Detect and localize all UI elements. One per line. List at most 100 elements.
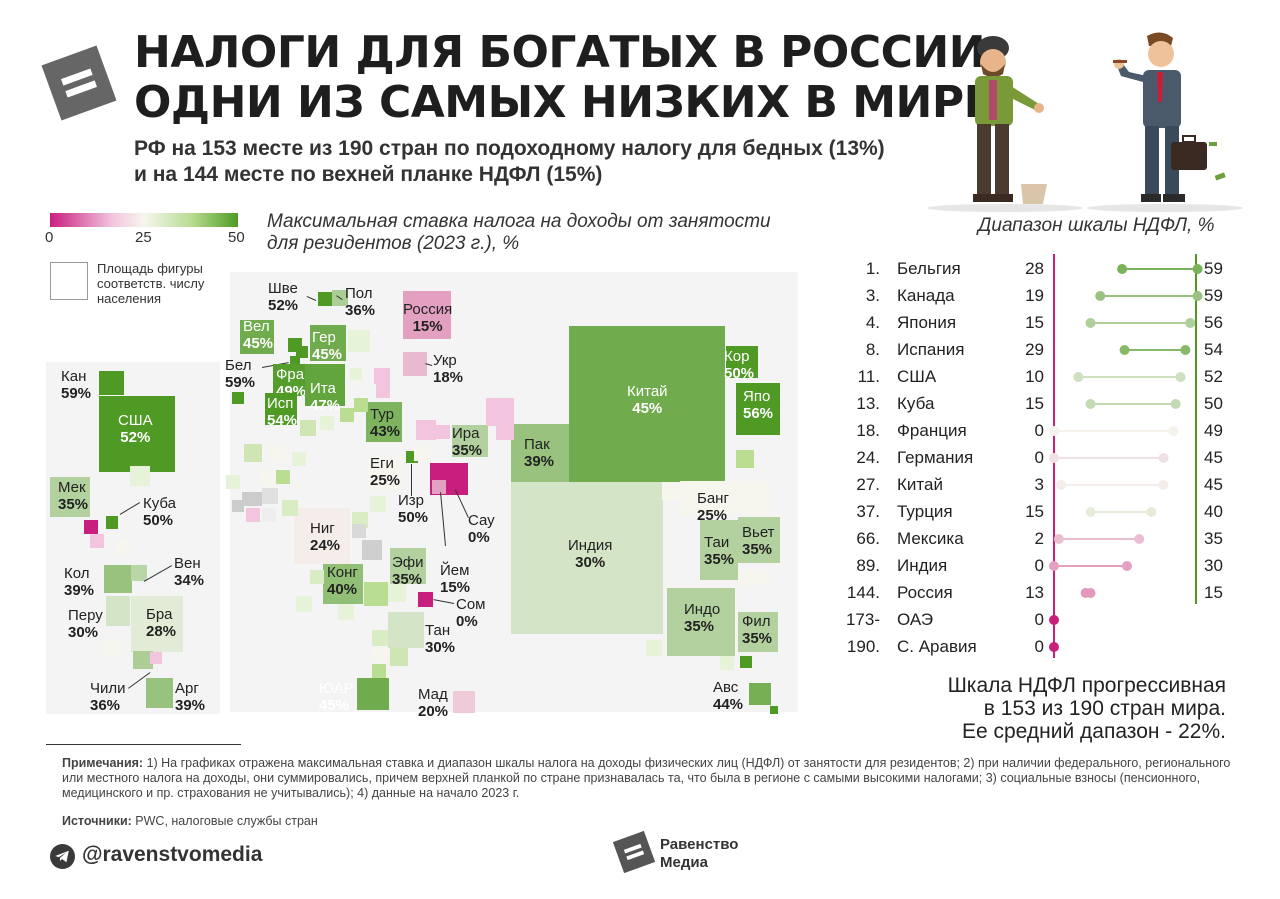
range-min-value: 0	[1034, 448, 1044, 467]
cartogram-rate-value: 59%	[225, 374, 256, 391]
range-rank: 1.	[865, 259, 880, 278]
cartogram-rate-value: 40%	[327, 581, 358, 598]
cartogram-cell	[146, 678, 173, 708]
cartogram-cell-unlabeled	[416, 420, 436, 440]
cartogram-cell-unlabeled	[736, 450, 754, 468]
range-min-value: 2	[1034, 529, 1044, 548]
cartogram-cell	[290, 356, 300, 366]
cartogram-rate-value: 25%	[697, 507, 728, 524]
cartogram-cell-unlabeled	[390, 648, 408, 666]
cartogram-label: Ниг 24%	[310, 520, 340, 554]
cartogram-country-name: Чили	[90, 680, 126, 697]
map-title-line-2: для резидентов (2023 г.), %	[267, 233, 520, 254]
cartogram-rate-value: 45%	[312, 346, 343, 363]
cartogram-country-name: Фра	[276, 366, 305, 383]
range-row: 4. Япония 15 56	[0, 309, 1280, 336]
cartogram-cell-unlabeled	[740, 656, 752, 668]
range-min-value: 15	[1025, 313, 1044, 332]
cartogram-cell-unlabeled	[246, 508, 260, 522]
conclusion-line-2: в 153 из 190 стран мира.	[983, 697, 1226, 720]
cartogram-rate-value: 18%	[433, 369, 464, 386]
range-max-value: 59	[1204, 286, 1223, 305]
cartogram-label: Кол 39%	[64, 565, 94, 599]
range-max-value: 35	[1204, 529, 1223, 548]
range-row: 89. Индия 0 30	[0, 552, 1280, 579]
cartogram-label: Авс 44%	[713, 679, 743, 713]
cartogram-label: Изр 50%	[398, 492, 428, 526]
scale-tick-25: 25	[135, 229, 152, 246]
cartogram-cell-unlabeled	[90, 534, 104, 548]
cartogram-label: Япо 56%	[743, 388, 773, 422]
cartogram-country-name: Конг	[327, 564, 358, 581]
range-max-value: 52	[1204, 367, 1223, 386]
range-max-value: 59	[1204, 259, 1223, 278]
cartogram-label: Ита 47%	[310, 380, 340, 414]
cartogram-cell	[738, 517, 780, 563]
brand-line-2: Медиа	[660, 854, 708, 871]
cartogram-label: Пак 39%	[524, 436, 554, 470]
cartogram-rate-value: 25%	[370, 472, 401, 489]
cartogram-cell	[390, 548, 426, 584]
range-row: 37. Турция 15 40	[0, 498, 1280, 525]
cartogram-country-name: Перу	[68, 607, 103, 624]
cartogram-cell-unlabeled	[364, 582, 388, 606]
cartogram-label: Индо 35%	[684, 601, 720, 635]
range-country: ОАЭ	[897, 610, 934, 629]
cartogram-cell	[368, 457, 402, 491]
scale-tick-0: 0	[45, 229, 54, 246]
cartogram-rate-value: 52%	[268, 297, 299, 314]
area-legend-square	[50, 262, 88, 300]
cartogram-country-name: Исп	[267, 395, 294, 412]
cartogram-rate-value: 15%	[440, 579, 471, 596]
cartogram-label: Шве 52%	[268, 280, 298, 314]
cartogram-label: Тур 43%	[370, 406, 400, 440]
cartogram-country-name: Ира	[452, 425, 480, 442]
range-row: 190. С. Аравия 0	[0, 633, 1280, 660]
cartogram-cell	[388, 612, 424, 648]
range-country: Мексика	[897, 529, 964, 548]
cartogram-cell	[680, 481, 770, 515]
cartogram-country-name: Вен	[174, 555, 201, 572]
cartogram-cell-unlabeled	[372, 646, 388, 662]
range-rank: 37.	[856, 502, 880, 521]
cartogram-cell	[131, 565, 147, 581]
cartogram-label: Еги 25%	[370, 455, 400, 489]
telegram-handle-link[interactable]: @ravenstvomedia	[82, 843, 263, 866]
cartogram-label: Мек 35%	[58, 479, 88, 513]
range-min-value: 10	[1025, 367, 1044, 386]
cartogram-rate-value: 36%	[345, 302, 376, 319]
cartogram-country-name: Тур	[370, 406, 394, 423]
range-rank: 66.	[856, 529, 880, 548]
cartogram-label: Исп 54%	[267, 395, 297, 429]
cartogram-cell-unlabeled	[770, 706, 778, 714]
range-row: 27. Китай 3 45	[0, 471, 1280, 498]
cartogram-cell-unlabeled	[104, 640, 120, 656]
cartogram-cell	[265, 393, 297, 425]
cartogram-cell-unlabeled	[350, 368, 362, 380]
cartogram-cell-unlabeled	[292, 452, 306, 466]
cartogram-rate-value: 50%	[398, 509, 429, 526]
cartogram-country-name: Кол	[64, 565, 90, 582]
cartogram-label: Арг 39%	[175, 680, 205, 714]
range-country: Франция	[897, 421, 967, 440]
cartogram-rate-value: 30%	[425, 639, 456, 656]
cartogram-cell-unlabeled	[340, 408, 354, 422]
cartogram-cell-unlabeled	[242, 492, 262, 506]
cartogram-cell	[323, 564, 363, 604]
cartogram-cell	[700, 520, 738, 580]
range-min-value: 28	[1025, 259, 1044, 278]
range-rank: 190.	[846, 637, 880, 656]
subtitle: РФ на 153 месте из 190 стран по подоходн…	[134, 136, 885, 188]
telegram-icon[interactable]	[50, 844, 75, 869]
range-country: Турция	[897, 502, 953, 521]
cartogram-cell	[310, 325, 346, 361]
cartogram-country-name: Куба	[143, 495, 176, 512]
cartogram-country-name: Пол	[345, 285, 373, 302]
footnotes: Примечания: 1) На графиках отражена макс…	[62, 756, 1242, 801]
cartogram-cell-unlabeled	[348, 330, 370, 352]
cartogram-cell-unlabeled	[354, 398, 368, 412]
equals-logo-icon-footer	[612, 830, 656, 874]
cartogram-cell	[403, 291, 451, 339]
range-row: 66. Мексика 2 35	[0, 525, 1280, 552]
range-max-value: 45	[1204, 475, 1223, 494]
